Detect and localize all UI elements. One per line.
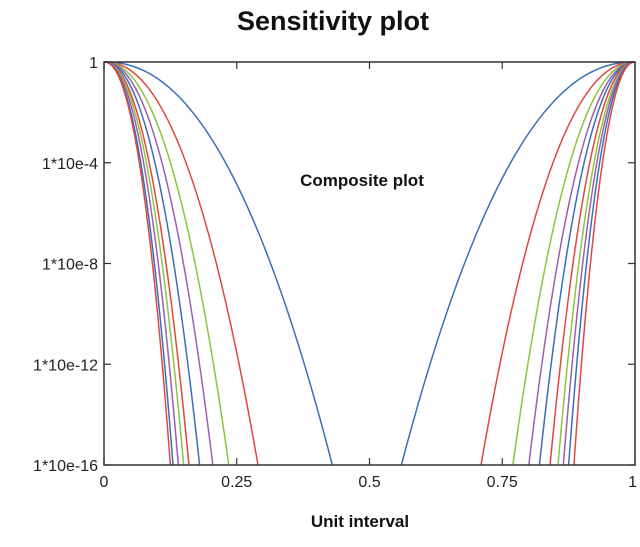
y-tick-label: 1 (89, 55, 98, 72)
x-axis-ticks: 0 0.25 0.5 0.75 1 (100, 62, 637, 491)
y-tick-label: 1*10e-4 (42, 156, 98, 173)
series-9-right-branch (567, 61, 636, 466)
series-8-left-branch (103, 61, 180, 466)
series-6-right-branch (549, 61, 636, 466)
series-curves (103, 61, 636, 466)
chart-title: Sensitivity plot (237, 6, 429, 36)
x-tick-label: 0.25 (221, 474, 252, 491)
series-4-left-branch (103, 61, 214, 466)
y-tick-label: 1*10e-16 (33, 458, 98, 475)
x-tick-label: 0 (100, 474, 109, 491)
x-axis-label: Unit interval (311, 512, 409, 531)
series-3-right-branch (512, 61, 636, 466)
series-5-right-branch (538, 61, 636, 466)
y-axis-ticks: 1 1*10e-4 1*10e-8 1*10e-12 1*10e-16 (33, 55, 635, 475)
series-10-left-branch (103, 61, 172, 466)
series-4-right-branch (528, 61, 636, 466)
x-tick-label: 0.75 (487, 474, 518, 491)
series-1-right-branch (400, 61, 636, 466)
series-3-left-branch (103, 61, 230, 466)
series-10-right-branch (573, 61, 636, 466)
x-tick-label: 1 (628, 474, 637, 491)
series-2-right-branch (480, 61, 636, 466)
composite-annotation: Composite plot (300, 171, 424, 190)
series-5-left-branch (103, 61, 201, 466)
series-1-left-branch (103, 61, 334, 466)
series-6-left-branch (103, 61, 190, 466)
series-2-left-branch (103, 61, 259, 466)
y-tick-label: 1*10e-8 (42, 257, 98, 274)
y-tick-label: 1*10e-12 (33, 357, 98, 374)
x-tick-label: 0.5 (358, 474, 380, 491)
